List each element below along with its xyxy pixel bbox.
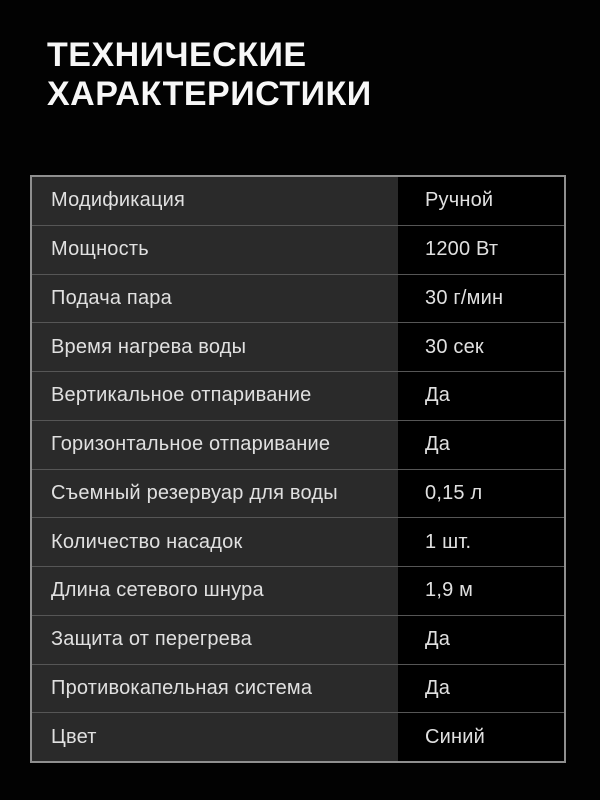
- table-row: Съемный резервуар для воды 0,15 л: [32, 468, 564, 518]
- spec-value: Да: [398, 664, 564, 713]
- page-title: ТЕХНИЧЕСКИЕ ХАРАКТЕРИСТИКИ: [47, 36, 372, 113]
- spec-value: 1200 Вт: [398, 225, 564, 274]
- table-row: Подача пара 30 г/мин: [32, 273, 564, 323]
- table-row: Противокапельная система Да: [32, 663, 564, 713]
- spec-label: Цвет: [32, 713, 398, 761]
- table-row: Горизонтальное отпаривание Да: [32, 419, 564, 469]
- spec-value: Да: [398, 420, 564, 469]
- spec-value: 1,9 м: [398, 567, 564, 615]
- table-row: Длина сетевого шнура 1,9 м: [32, 566, 564, 615]
- table-row: Время нагрева воды 30 сек: [32, 322, 564, 371]
- spec-table: Модификация Ручной Мощность 1200 Вт Пода…: [30, 175, 566, 763]
- table-row: Количество насадок 1 шт.: [32, 517, 564, 566]
- table-row: Цвет Синий: [32, 712, 564, 761]
- table-row: Мощность 1200 Вт: [32, 224, 564, 274]
- spec-label: Время нагрева воды: [32, 323, 398, 371]
- table-row: Вертикальное отпаривание Да: [32, 371, 564, 420]
- spec-label: Модификация: [32, 177, 398, 225]
- table-row: Защита от перегрева Да: [32, 614, 564, 664]
- spec-label: Подача пара: [32, 274, 398, 323]
- table-row: Модификация Ручной: [32, 177, 564, 225]
- spec-label: Длина сетевого шнура: [32, 567, 398, 615]
- spec-value: Синий: [398, 713, 564, 761]
- spec-value: Да: [398, 372, 564, 420]
- spec-label: Съемный резервуар для воды: [32, 469, 398, 518]
- spec-label: Противокапельная система: [32, 664, 398, 713]
- spec-label: Защита от перегрева: [32, 615, 398, 664]
- spec-label: Вертикальное отпаривание: [32, 372, 398, 420]
- spec-value: 30 г/мин: [398, 274, 564, 323]
- spec-value: 0,15 л: [398, 469, 564, 518]
- spec-label: Горизонтальное отпаривание: [32, 420, 398, 469]
- spec-value: Ручной: [398, 177, 564, 225]
- spec-value: Да: [398, 615, 564, 664]
- spec-label: Мощность: [32, 225, 398, 274]
- spec-value: 1 шт.: [398, 518, 564, 566]
- spec-label: Количество насадок: [32, 518, 398, 566]
- spec-value: 30 сек: [398, 323, 564, 371]
